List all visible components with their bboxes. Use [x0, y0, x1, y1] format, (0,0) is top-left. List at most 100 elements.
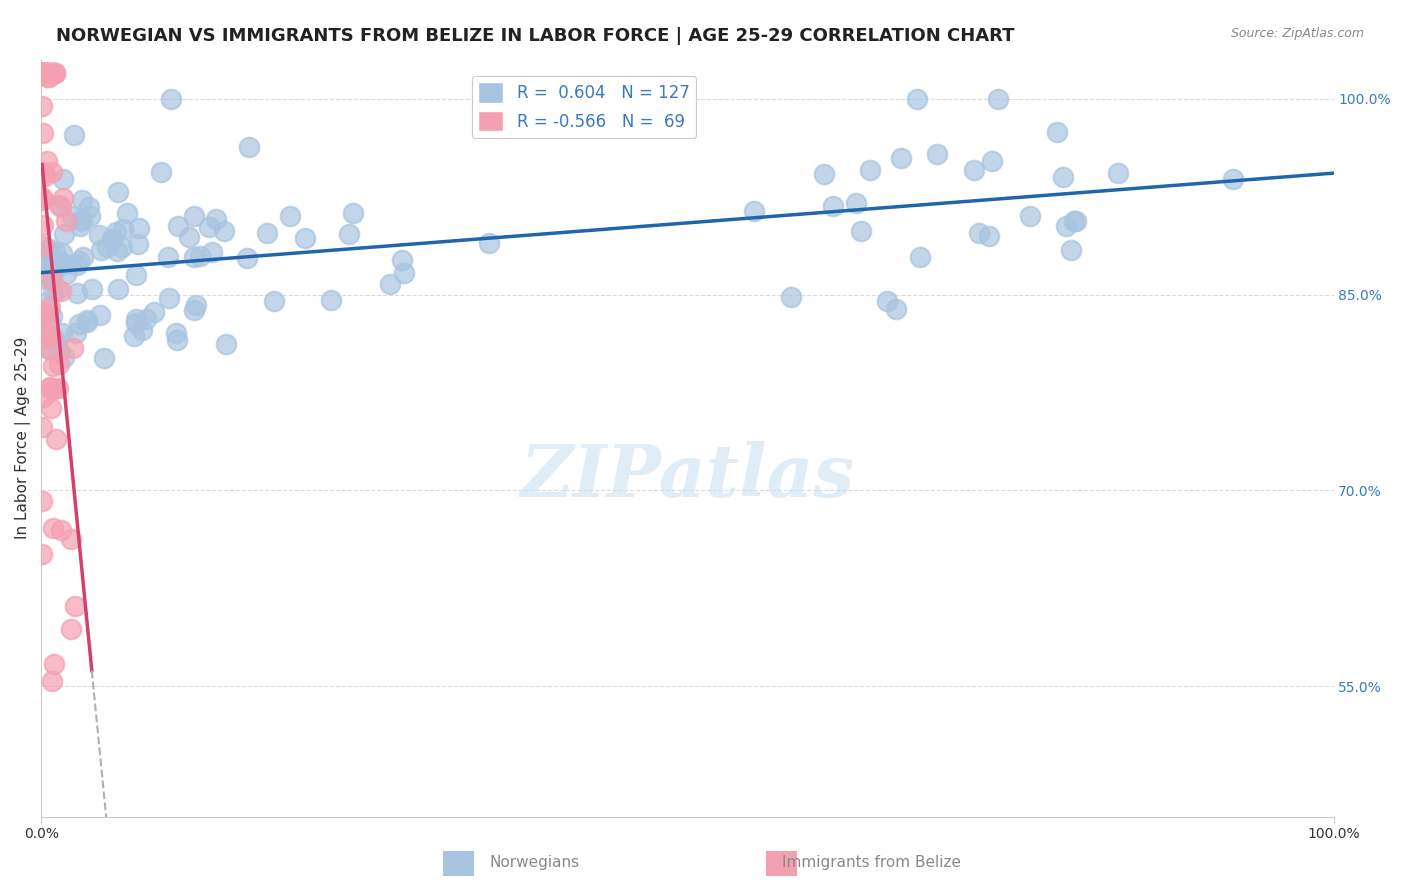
Point [42, 65, 65, 79]
Point [31, 193, 53, 207]
Point [165, 326, 187, 340]
Point [1019, 210, 1042, 224]
Point [31, 65, 53, 79]
Point [34, 166, 56, 180]
Point [38, 381, 60, 395]
Point [41, 65, 63, 79]
Point [884, 301, 907, 316]
Point [45, 432, 67, 446]
Text: Immigrants from Belize: Immigrants from Belize [782, 855, 962, 870]
Point [149, 164, 172, 178]
Point [37, 65, 59, 79]
Point [392, 267, 415, 281]
Point [70, 214, 93, 228]
Y-axis label: In Labor Force | Age 25-29: In Labor Force | Age 25-29 [15, 337, 31, 540]
Point [59, 533, 82, 547]
Point [34, 169, 56, 184]
Text: Norwegians: Norwegians [489, 855, 579, 870]
Point [49, 255, 72, 269]
Point [44, 244, 66, 259]
Point [44, 263, 66, 277]
Point [858, 163, 880, 178]
Point [35, 65, 58, 79]
Point [44, 65, 66, 79]
Point [82, 282, 104, 296]
Point [44, 657, 66, 671]
Point [979, 229, 1001, 244]
Point [321, 293, 343, 307]
Legend: R =  0.604   N = 127, R = -0.566   N =  69: R = 0.604 N = 127, R = -0.566 N = 69 [472, 76, 696, 138]
Point [31, 65, 53, 79]
Point [105, 225, 128, 239]
Point [34, 65, 56, 79]
Point [38, 329, 60, 343]
Point [823, 199, 845, 213]
Point [41, 273, 63, 287]
Point [125, 311, 148, 326]
Point [67, 318, 90, 332]
Point [963, 162, 986, 177]
Point [190, 249, 212, 263]
Point [849, 224, 872, 238]
Point [35, 341, 58, 355]
Point [93, 351, 115, 365]
Point [66, 258, 89, 272]
Point [38, 247, 60, 261]
Point [378, 277, 401, 291]
Point [159, 92, 181, 106]
Point [142, 305, 165, 319]
Point [31, 99, 53, 113]
Point [32, 267, 55, 281]
Point [342, 205, 364, 219]
Point [53, 257, 76, 271]
Point [38, 252, 60, 266]
Point [198, 220, 221, 235]
Point [125, 316, 148, 330]
Point [742, 204, 765, 219]
Point [44, 334, 66, 348]
Point [157, 250, 180, 264]
Point [212, 224, 235, 238]
Point [876, 294, 898, 309]
Point [112, 222, 135, 236]
Point [32, 218, 55, 232]
Point [135, 312, 157, 326]
Point [67, 254, 90, 268]
Point [39, 65, 62, 79]
Point [31, 65, 53, 79]
Point [51, 246, 73, 260]
Point [1063, 214, 1085, 228]
Point [1060, 243, 1083, 257]
Point [55, 267, 77, 281]
Point [31, 190, 53, 204]
Point [77, 200, 100, 214]
Point [48, 357, 70, 371]
Point [42, 284, 65, 298]
Point [37, 259, 59, 273]
Point [391, 253, 413, 268]
Point [890, 151, 912, 165]
Point [236, 251, 259, 265]
Point [51, 326, 73, 341]
Point [35, 331, 58, 345]
Point [32, 65, 55, 79]
Point [69, 212, 91, 227]
Point [79, 209, 101, 223]
Point [41, 65, 63, 79]
Point [37, 243, 59, 257]
Point [90, 243, 112, 257]
Point [101, 232, 124, 246]
Point [48, 198, 70, 212]
Point [31, 308, 53, 322]
Point [41, 328, 63, 343]
Point [111, 240, 134, 254]
Point [1054, 219, 1077, 233]
Point [87, 227, 110, 242]
Point [1052, 169, 1074, 184]
Point [39, 343, 62, 357]
Point [107, 185, 129, 199]
Point [31, 67, 53, 81]
Point [44, 65, 66, 79]
Point [34, 65, 56, 79]
Text: ZIPatlas: ZIPatlas [520, 441, 855, 512]
